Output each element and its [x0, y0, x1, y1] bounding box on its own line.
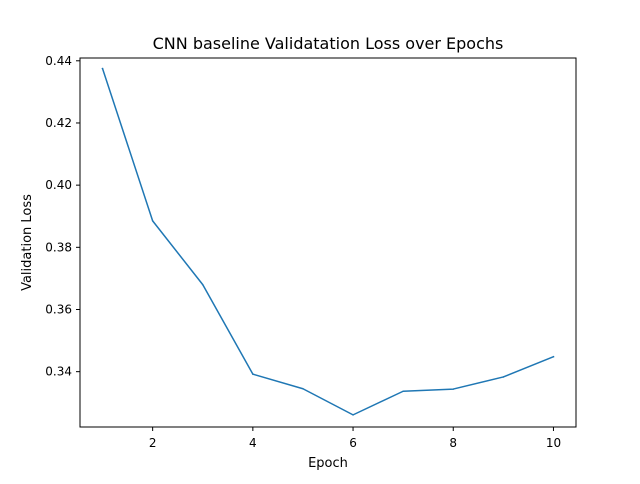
plot-frame — [79, 57, 577, 428]
data-point — [452, 388, 455, 390]
y-tick-label: 0.42 — [45, 116, 72, 130]
x-tick-label: 6 — [349, 436, 357, 450]
y-tick-label: 0.40 — [45, 178, 72, 192]
y-tick-label: 0.38 — [45, 240, 72, 254]
series-line — [101, 67, 555, 416]
data-point — [101, 67, 104, 70]
y-axis-ticks: 0.34 0.36 0.38 0.40 0.42 0.44 — [45, 54, 80, 379]
y-tick-label: 0.36 — [45, 302, 72, 316]
series-layer — [101, 67, 555, 416]
data-point — [552, 355, 555, 358]
data-point — [402, 390, 404, 393]
data-point — [352, 414, 354, 416]
x-axis-ticks: 2 4 6 8 10 — [149, 427, 561, 450]
y-tick-label: 0.44 — [45, 54, 72, 68]
x-tick-label: 10 — [546, 436, 561, 450]
data-point — [302, 388, 304, 390]
x-tick-label: 8 — [449, 436, 457, 450]
data-point — [151, 220, 154, 222]
x-tick-label: 4 — [249, 436, 257, 450]
data-point — [201, 283, 204, 286]
y-tick-label: 0.34 — [45, 365, 72, 379]
chart-title: CNN baseline Validatation Loss over Epoc… — [153, 34, 504, 53]
y-axis-label: Validation Loss — [20, 194, 35, 291]
data-point — [252, 373, 254, 375]
data-point — [502, 376, 505, 378]
x-axis-label: Epoch — [308, 456, 348, 471]
x-tick-label: 2 — [149, 436, 157, 450]
